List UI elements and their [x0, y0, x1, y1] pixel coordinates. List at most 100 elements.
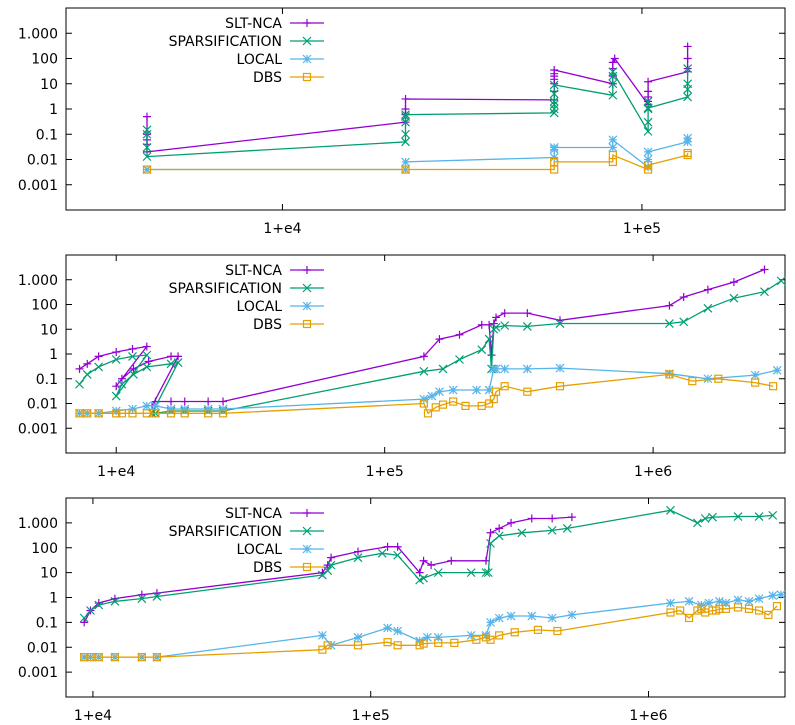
data-point: [665, 301, 674, 310]
data-point: [318, 645, 327, 654]
data-point: [142, 165, 152, 174]
data-point: [393, 542, 402, 551]
data-point: [608, 79, 618, 89]
data-point: [768, 510, 778, 520]
data-point: [666, 598, 675, 608]
series-line: [146, 68, 689, 158]
data-point: [567, 610, 577, 620]
data-point: [489, 319, 498, 328]
data-point: [506, 611, 516, 621]
series-sparsification: [142, 64, 693, 162]
data-point: [174, 352, 183, 361]
data-point: [142, 342, 151, 351]
data-point: [434, 638, 443, 647]
legend-marker: [303, 19, 311, 27]
data-point: [772, 602, 782, 611]
data-point: [644, 87, 653, 96]
data-point: [733, 512, 743, 521]
data-point: [142, 125, 152, 135]
data-point: [94, 600, 104, 610]
data-point: [608, 90, 618, 100]
data-point: [679, 317, 689, 327]
data-point: [760, 265, 769, 274]
data-point: [401, 110, 410, 120]
data-point: [427, 391, 437, 401]
legend-marker: [302, 301, 312, 311]
data-point: [553, 626, 562, 636]
data-point: [393, 550, 403, 560]
data-point: [438, 400, 448, 409]
data-point: [401, 165, 410, 174]
data-point: [643, 96, 653, 106]
data-point: [703, 374, 713, 384]
data-point: [433, 568, 443, 578]
y-tick-label: 0.01: [27, 640, 58, 656]
data-point: [643, 126, 653, 136]
data-point: [494, 531, 504, 541]
data-point: [491, 322, 501, 332]
data-point: [495, 631, 504, 640]
data-point: [643, 161, 653, 170]
data-point: [151, 401, 160, 411]
data-point: [401, 94, 410, 103]
data-point: [128, 409, 137, 418]
x-tick-label: 1+e5: [366, 464, 404, 480]
legend-marker: [303, 266, 311, 274]
plot-panel-3: 1.000 100 10 1 0.1 0.01 0.001 1+e4 1+e5 1+e6 SLT-N…: [18, 497, 786, 724]
data-point: [703, 303, 713, 313]
y-tick-label: 1.000: [18, 273, 58, 289]
data-point: [317, 630, 327, 640]
data-point: [750, 370, 760, 380]
series-dbs: [142, 148, 692, 174]
data-point: [419, 352, 428, 361]
data-point: [510, 628, 519, 637]
y-tick-label: 0.001: [18, 665, 58, 681]
legend-label: LOCAL: [237, 542, 283, 558]
data-point: [486, 617, 495, 627]
data-point: [494, 613, 504, 623]
data-point: [423, 409, 433, 418]
data-point: [142, 143, 152, 152]
data-point: [776, 276, 786, 286]
data-point: [549, 80, 559, 90]
data-point: [419, 556, 428, 565]
data-point: [419, 639, 428, 648]
data-point: [142, 401, 152, 411]
legend-label: DBS: [253, 317, 282, 333]
data-point: [744, 604, 754, 613]
y-tick-label: 10: [40, 566, 58, 582]
y-tick-label: 0.1: [36, 127, 58, 143]
data-point: [491, 387, 501, 396]
x-tick-label: 1+e5: [352, 708, 390, 724]
data-point: [142, 129, 152, 139]
data-point: [117, 379, 127, 389]
data-point: [415, 568, 424, 577]
data-point: [75, 379, 84, 389]
data-point: [449, 397, 458, 406]
data-point: [427, 561, 436, 570]
data-point: [608, 58, 617, 67]
data-point: [700, 514, 710, 523]
series-line: [146, 46, 689, 153]
data-point: [455, 330, 464, 339]
data-point: [567, 513, 576, 522]
data-point: [112, 348, 121, 357]
data-point: [393, 641, 402, 650]
data-point: [180, 397, 189, 406]
data-point: [144, 357, 153, 366]
data-point: [180, 409, 189, 418]
data-point: [323, 566, 333, 576]
legend-marker: [302, 526, 312, 536]
data-point: [481, 630, 491, 640]
data-point: [327, 553, 336, 562]
data-point: [485, 399, 494, 408]
data-point: [684, 613, 694, 623]
legend-marker: [302, 319, 312, 329]
data-point: [117, 409, 127, 418]
data-point: [744, 596, 754, 606]
data-point: [714, 596, 724, 606]
y-tick-label: 0.001: [18, 178, 58, 194]
data-point: [151, 409, 160, 418]
data-point: [776, 590, 786, 600]
